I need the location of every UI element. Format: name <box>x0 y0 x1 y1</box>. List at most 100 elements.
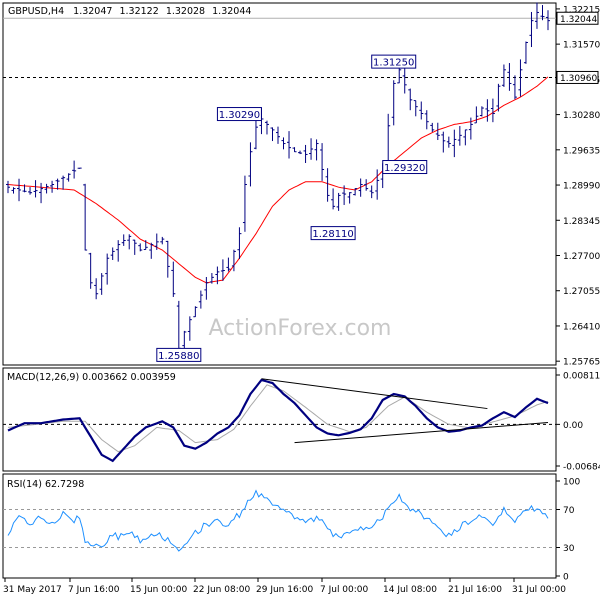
x-axis: 31 May 2017 7 Jun 16:00 15 Jun 00:00 22 Jun… <box>3 578 566 595</box>
rsi-y-tick-label: 70 <box>563 506 575 516</box>
ohlc-bar <box>540 5 545 21</box>
ohlc-bar <box>419 101 424 120</box>
ohlc-bar <box>507 63 512 91</box>
ohlc-bar <box>66 173 71 182</box>
price-y-tick-label: 1.25765 <box>563 358 600 368</box>
ohlc-bar <box>287 131 292 159</box>
ohlc-bar <box>50 180 55 193</box>
rsi-line <box>7 489 549 552</box>
ohlc-bar <box>165 240 170 278</box>
header-high: 1.32122 <box>119 6 158 17</box>
macd-title: MACD(12,26,9) 0.003662 0.003959 <box>7 372 176 383</box>
ohlc-bar <box>17 178 22 202</box>
price-annotation-label: 1.29320 <box>384 163 425 174</box>
macd-y-tick-label: -0.006844 <box>563 463 600 473</box>
price-annotation-label: 1.28110 <box>312 229 353 240</box>
ohlc-bar <box>132 239 137 255</box>
ohlc-bar <box>413 100 418 117</box>
ohlc-bar <box>127 234 132 250</box>
moving-average-line <box>7 76 549 284</box>
level-tag: 1.30960 <box>556 70 599 84</box>
rsi-y-tick-label: 30 <box>563 544 575 554</box>
ohlc-bar <box>490 98 495 123</box>
ohlc-bar <box>446 136 451 148</box>
macd-y-tick-label: 0.008118 <box>563 372 600 382</box>
ohlc-bar <box>309 138 314 160</box>
level-tag-label: 1.30960 <box>560 74 597 84</box>
ohlc-bar <box>6 180 10 194</box>
price-header: GBPUSD,H4 1.32047 1.32122 1.32028 1.3204… <box>8 6 251 17</box>
ohlc-bar <box>364 179 369 191</box>
ohlc-bar <box>28 187 33 195</box>
rsi-y-tick-label: 100 <box>563 478 580 488</box>
ohlc-bar <box>61 175 66 190</box>
ohlc-bar <box>292 147 297 153</box>
ohlc-bar <box>220 259 225 281</box>
price-annotation: 1.25880 <box>156 347 202 362</box>
ohlc-bar <box>424 110 429 130</box>
macd-trendline <box>261 378 488 410</box>
ohlc-bar <box>149 242 154 259</box>
watermark: ActionForex.com <box>209 316 392 341</box>
ohlc-bar <box>110 247 115 260</box>
ohlc-bar <box>242 175 247 232</box>
price-annotation-label: 1.30290 <box>219 110 260 121</box>
ohlc-bar <box>485 99 490 122</box>
x-tick-label: 14 Jul 08:00 <box>383 585 437 595</box>
price-annotation-label: 1.25880 <box>158 351 199 362</box>
ohlc-bar <box>320 143 325 181</box>
ohlc-bar <box>463 129 468 146</box>
header-close: 1.32044 <box>212 6 251 17</box>
x-tick-label: 22 Jun 08:00 <box>193 585 250 595</box>
ohlc-bar <box>512 75 517 100</box>
ohlc-bar <box>523 41 528 64</box>
ohlc-bar <box>331 188 336 210</box>
ohlc-bar <box>276 126 280 144</box>
ohlc-bar <box>105 253 110 285</box>
ohlc-bar <box>72 160 77 179</box>
price-panel: ActionForex.com 1.30290 1.31250 1.29320 1.2… <box>2 2 600 368</box>
ohlc-bar <box>375 169 380 200</box>
ohlc-bar <box>187 316 192 341</box>
x-tick-label: 29 Jun 16:00 <box>256 585 313 595</box>
price-y-tick-label: 1.28990 <box>563 182 600 192</box>
current-price-tag: 1.32044 <box>556 11 599 25</box>
ohlc-bar <box>457 126 462 146</box>
ohlc-bar <box>138 243 143 252</box>
ohlc-bar <box>154 233 159 250</box>
ohlc-bar <box>342 185 347 205</box>
ohlc-bar <box>281 137 286 150</box>
ohlc-bar <box>501 64 506 87</box>
x-tick-label: 15 Jun 00:00 <box>130 585 187 595</box>
ohlc-bar <box>160 236 165 245</box>
ohlc-bar <box>204 276 209 300</box>
price-annotation-label: 1.31250 <box>373 58 414 69</box>
ohlc-bar <box>248 142 253 187</box>
header-symbol: GBPUSD,H4 <box>8 6 64 17</box>
ohlc-bar <box>209 273 214 284</box>
current-price-tag-label: 1.32044 <box>560 15 597 25</box>
price-annotation: 1.29320 <box>382 160 428 175</box>
rsi-panel: 100 70 30 0 RSI(14) 62.7298 <box>2 473 580 583</box>
ohlc-bar <box>215 266 220 285</box>
rsi-title: RSI(14) 62.7298 <box>7 479 84 490</box>
ohlc-bar <box>534 2 539 29</box>
ohlc-bar <box>441 131 446 153</box>
x-tick-label: 21 Jul 16:00 <box>448 585 502 595</box>
ohlc-bar <box>94 278 99 300</box>
price-annotation: 1.31250 <box>371 54 417 69</box>
ohlc-bar <box>468 117 473 140</box>
ohlc-bar <box>264 120 269 135</box>
ohlc-bar <box>336 192 341 211</box>
ohlc-bar <box>303 144 308 163</box>
price-y-tick-label: 1.31570 <box>563 41 600 51</box>
macd-main-line <box>7 378 549 463</box>
header-low: 1.32028 <box>166 6 205 17</box>
price-y-tick-label: 1.28345 <box>563 217 600 227</box>
ohlc-bar <box>347 192 352 204</box>
ohlc-bar <box>88 252 93 289</box>
ohlc-bar <box>270 127 275 142</box>
price-y-tick-label: 1.29635 <box>563 146 600 156</box>
